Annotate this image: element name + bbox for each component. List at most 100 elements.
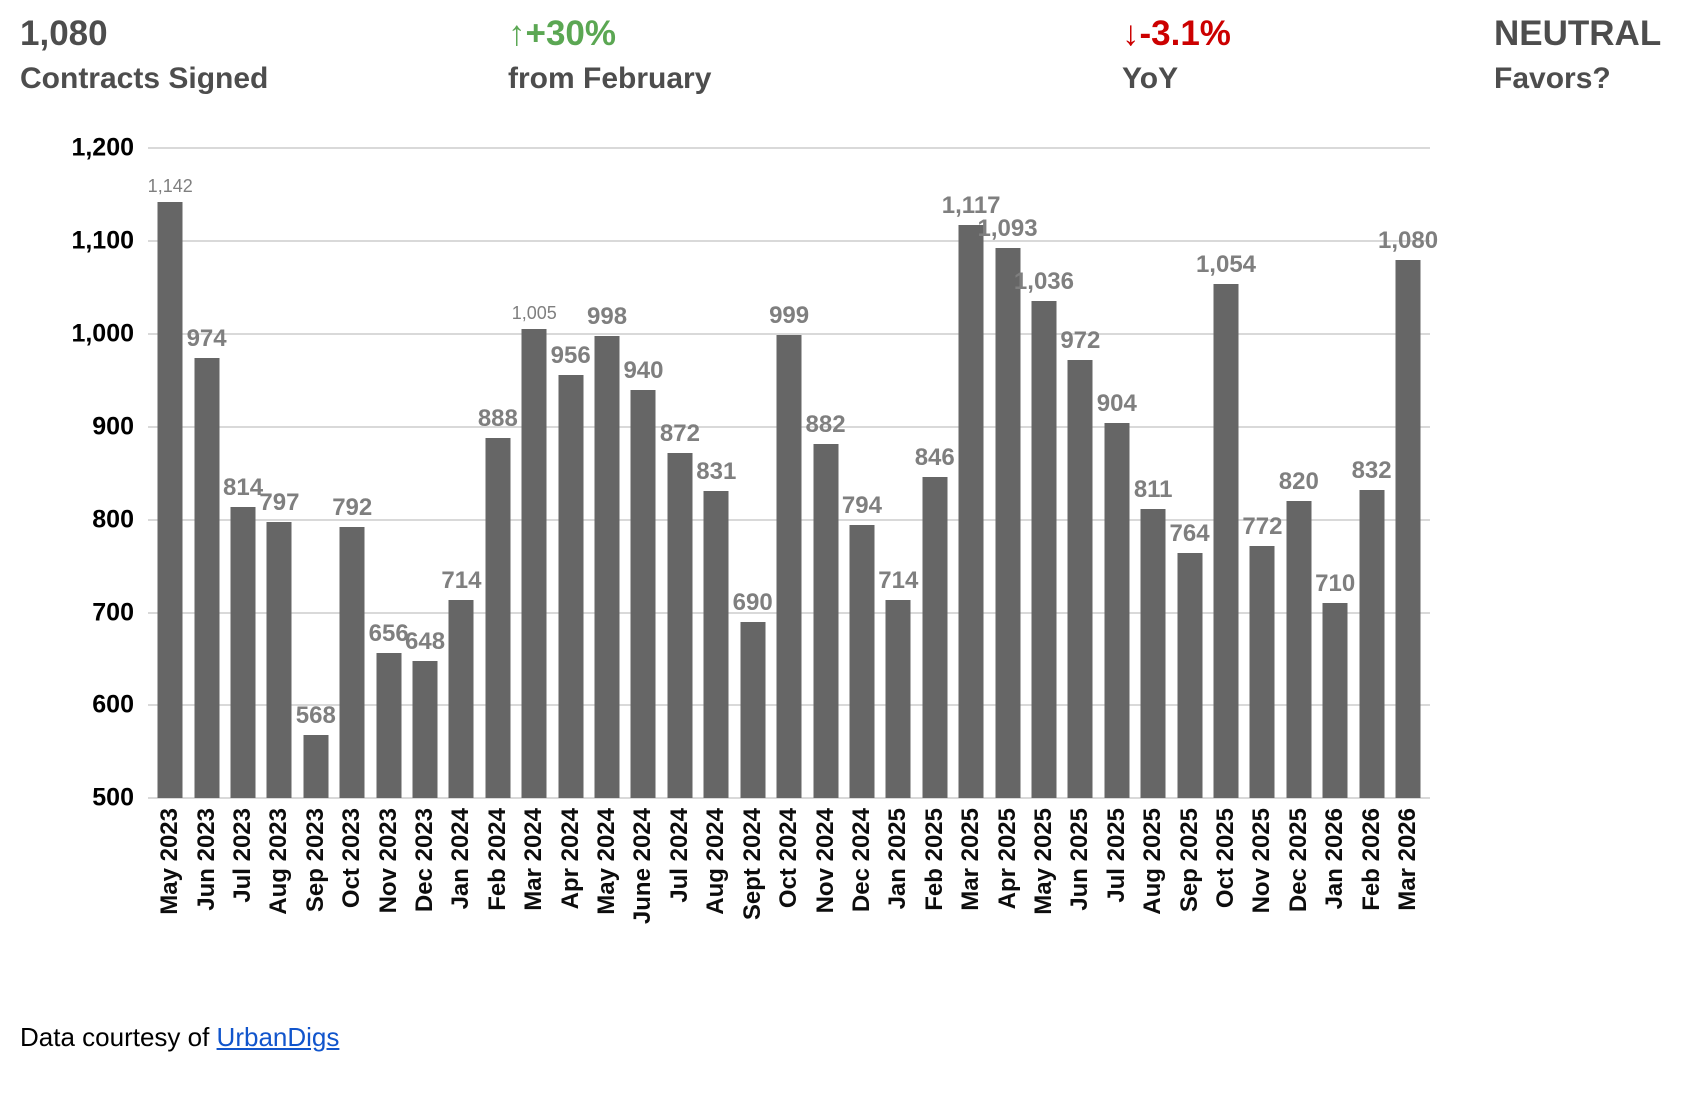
x-tick-label: Oct 2023 (338, 808, 366, 909)
x-slot: May 2024 (589, 808, 625, 988)
x-tick-label: Jul 2025 (1102, 808, 1130, 903)
x-tick-label: Mar 2024 (520, 808, 548, 911)
bar-slot: 1,093 (978, 148, 1038, 799)
bar-slot: 974 (187, 148, 227, 799)
x-slot: May 2025 (1026, 808, 1062, 988)
bar-sep-2025 (1177, 553, 1203, 799)
bar-value-label: 772 (1242, 512, 1283, 540)
bar-value-label: 714 (878, 566, 919, 594)
x-slot: Aug 2025 (1135, 808, 1171, 988)
bar-value-label: 940 (623, 356, 664, 384)
bar-oct-2024 (776, 334, 802, 799)
x-slot: Oct 2023 (334, 808, 370, 988)
yoy-change-label: YoY (1122, 62, 1179, 96)
bar-slot: 811 (1134, 148, 1173, 799)
x-slot: Apr 2025 (989, 808, 1025, 988)
bar-slot: 998 (587, 148, 628, 799)
x-tick-label: Dec 2025 (1284, 808, 1312, 913)
bar-mar-2025 (958, 225, 984, 799)
x-tick-label: Jan 2026 (1321, 808, 1349, 910)
monthly-change-label: from February (508, 62, 712, 96)
bar-slot: 1,117 (942, 148, 1001, 799)
monthly-change-value: ↑+30% (508, 14, 616, 53)
x-tick-label: Feb 2024 (483, 808, 511, 911)
bar-sept-2024 (740, 621, 766, 799)
bar-value-label: 1,054 (1195, 250, 1257, 278)
stat-contracts-signed: 1,080 Contracts Signed (20, 14, 508, 96)
x-tick-label: Sep 2023 (301, 808, 329, 913)
x-slot: Aug 2023 (261, 808, 297, 988)
bar-dec-2024 (849, 525, 875, 799)
bar-slot: 882 (805, 148, 846, 799)
bar-mar-2024 (521, 329, 547, 799)
x-slot: Sep 2023 (298, 808, 334, 988)
bar-mar-2026 (1395, 259, 1421, 799)
x-tick-label: Aug 2024 (702, 808, 730, 915)
x-slot: Jun 2023 (188, 808, 224, 988)
x-tick-label: Dec 2024 (847, 808, 875, 913)
bar-slot: 772 (1242, 148, 1283, 799)
bar-slot: 792 (332, 148, 373, 799)
bar-slot: 972 (1060, 148, 1100, 799)
x-tick-label: Oct 2025 (1211, 808, 1239, 909)
x-tick-label: Aug 2025 (1139, 808, 1167, 915)
y-tick-label: 1,100 (71, 226, 134, 255)
bar-value-label: 998 (587, 302, 628, 330)
bar-value-label: 794 (841, 492, 882, 520)
x-slot: Feb 2026 (1353, 808, 1389, 988)
y-tick-label: 900 (92, 412, 134, 441)
bar-value-label: 831 (696, 457, 737, 485)
bar-nov-2023 (376, 653, 402, 799)
bar-slot: 999 (769, 148, 809, 799)
x-slot: Sept 2024 (735, 808, 771, 988)
bar-value-label: 1,093 (977, 214, 1038, 242)
bar-slot: 820 (1279, 148, 1319, 799)
x-tick-label: Jun 2023 (192, 808, 220, 911)
bar-slot: 846 (915, 148, 955, 799)
x-slot: Mar 2026 (1390, 808, 1426, 988)
y-tick-label: 800 (92, 505, 134, 534)
bar-feb-2025 (922, 476, 948, 799)
gridline (148, 332, 1430, 335)
bar-slot: 832 (1352, 148, 1392, 799)
bar-dec-2023 (412, 660, 438, 799)
bar-slot: 656 (368, 148, 409, 799)
x-slot: Oct 2025 (1208, 808, 1244, 988)
x-tick-label: Nov 2024 (811, 808, 839, 914)
bar-jan-2025 (885, 599, 911, 799)
x-slot: Jun 2025 (1062, 808, 1098, 988)
x-tick-label: Sep 2025 (1175, 808, 1203, 913)
bar-slot: 714 (878, 148, 919, 799)
x-tick-label: May 2025 (1029, 808, 1057, 915)
bar-jul-2024 (667, 452, 693, 799)
urbandigs-link[interactable]: UrbanDigs (216, 1022, 340, 1053)
yoy-change-value: ↓-3.1% (1122, 14, 1231, 53)
bar-jan-2024 (448, 599, 474, 799)
bar-slot: 1,080 (1378, 148, 1438, 799)
bar-slot: 714 (441, 148, 482, 799)
x-tick-label: Jul 2023 (229, 808, 257, 903)
bar-slot: 764 (1170, 148, 1210, 799)
bar-value-label: 710 (1315, 570, 1356, 598)
bar-value-label: 814 (222, 473, 264, 501)
bar-value-label: 1,142 (147, 176, 193, 197)
bar-value-label: 1,005 (511, 303, 557, 324)
bar-slot: 797 (259, 148, 299, 799)
bar-value-label: 568 (295, 702, 336, 730)
x-slot: Jul 2023 (225, 808, 261, 988)
x-tick-label: Apr 2024 (556, 808, 584, 910)
bar-sep-2023 (303, 735, 329, 799)
bar-apr-2024 (558, 374, 584, 799)
bar-may-2024 (594, 335, 620, 799)
bar-value-label: 656 (368, 620, 409, 648)
x-tick-label: Dec 2023 (411, 808, 439, 913)
bar-value-label: 648 (405, 627, 446, 655)
bar-value-label: 714 (441, 566, 482, 594)
x-slot: Mar 2025 (953, 808, 989, 988)
x-tick-label: Sept 2024 (738, 808, 766, 921)
bar-value-label: 872 (659, 419, 700, 447)
bar-value-label: 792 (332, 494, 373, 522)
x-tick-label: Feb 2025 (920, 808, 948, 911)
bar-jun-2023 (194, 358, 220, 799)
x-slot: Jul 2024 (662, 808, 698, 988)
